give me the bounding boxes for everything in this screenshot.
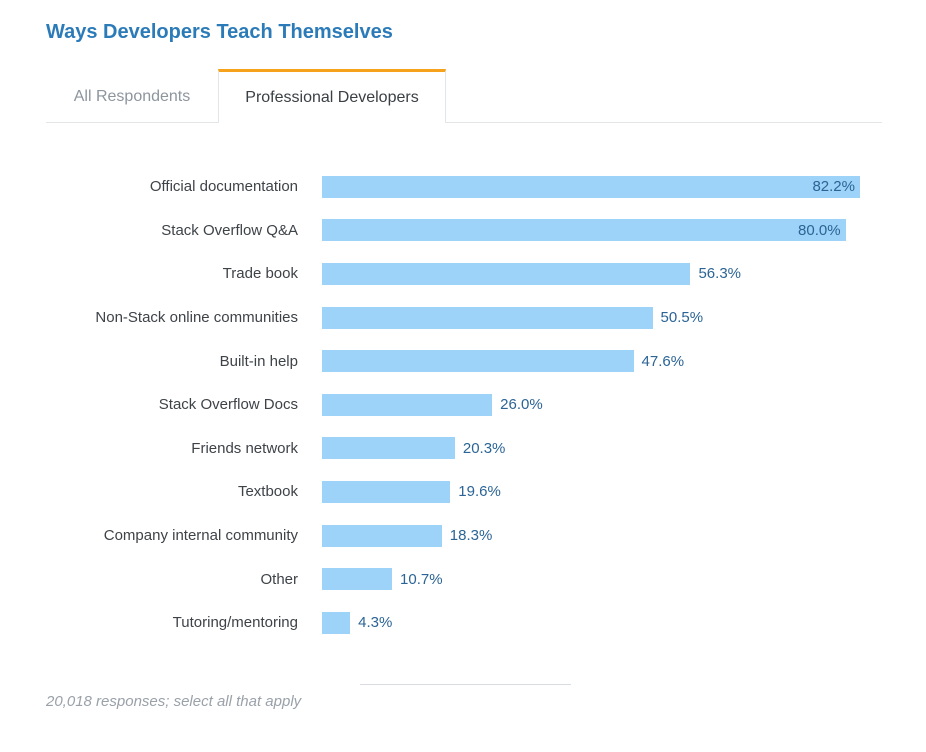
tab-all-respondents[interactable]: All Respondents xyxy=(73,88,191,105)
bar xyxy=(322,480,451,503)
bar-track: 18.3% xyxy=(322,524,860,547)
bar xyxy=(322,262,691,285)
bar xyxy=(322,393,493,416)
category-label: Stack Overflow Docs xyxy=(158,396,298,414)
value-label: 18.3% xyxy=(449,527,493,545)
bar xyxy=(322,524,442,547)
value-label: 4.3% xyxy=(358,614,393,632)
value-label: 10.7% xyxy=(400,570,443,588)
bar xyxy=(322,306,653,329)
category-label: Stack Overflow Q&A xyxy=(161,221,298,239)
bar-track: 4.3% xyxy=(322,611,860,634)
value-label: 47.6% xyxy=(641,352,685,370)
chart-row: Non-Stack online communities 50.5% xyxy=(46,296,884,340)
value-label: 56.3% xyxy=(698,265,742,283)
category-label: Textbook xyxy=(237,483,298,501)
bar-track: 50.5% xyxy=(322,306,860,329)
bar-track: 80.0% xyxy=(322,219,860,242)
bar: 80.0% xyxy=(322,219,846,242)
category-label: Trade book xyxy=(222,265,298,283)
chart-row: Trade book 56.3% xyxy=(46,252,884,296)
bar-track: 10.7% xyxy=(322,568,860,591)
bar-track: 19.6% xyxy=(322,480,860,503)
bar xyxy=(322,437,455,460)
chart-row: Friends network 20.3% xyxy=(46,427,884,471)
bar xyxy=(322,611,351,634)
value-label: 19.6% xyxy=(458,483,501,501)
value-label: 26.0% xyxy=(500,396,543,414)
tab-professional-developers[interactable]: Professional Developers xyxy=(218,69,446,123)
bar-track: 20.3% xyxy=(322,437,860,460)
chart-row: Official documentation 82.2% xyxy=(46,165,884,209)
bar-track: 56.3% xyxy=(322,262,860,285)
chart-row: Other 10.7% xyxy=(46,557,884,601)
page-title: Ways Developers Teach Themselves xyxy=(46,21,393,43)
category-label: Built-in help xyxy=(219,352,298,370)
bar-chart: Official documentation 82.2% Stack Overf… xyxy=(46,165,884,645)
chart-row: Company internal community 18.3% xyxy=(46,514,884,558)
category-label: Non-Stack online communities xyxy=(95,309,298,327)
value-label: 50.5% xyxy=(660,309,704,327)
category-label: Tutoring/mentoring xyxy=(172,614,298,632)
category-label: Company internal community xyxy=(103,527,298,545)
category-label: Other xyxy=(260,570,298,588)
bar-track: 82.2% xyxy=(322,175,860,198)
bar: 82.2% xyxy=(322,175,860,198)
value-label: 20.3% xyxy=(462,439,506,457)
category-label: Official documentation xyxy=(149,178,298,196)
bar-track: 26.0% xyxy=(322,393,860,416)
chart-row: Stack Overflow Q&A 80.0% xyxy=(46,209,884,253)
value-label: 82.2% xyxy=(812,178,855,196)
report-card: Ways Developers Teach Themselves All Res… xyxy=(0,21,926,710)
bar xyxy=(322,568,393,591)
chart-row: Stack Overflow Docs 26.0% xyxy=(46,383,884,427)
bar-track: 47.6% xyxy=(322,350,860,373)
category-label: Friends network xyxy=(191,439,298,457)
chart-row: Textbook 19.6% xyxy=(46,470,884,514)
footer-note: 20,018 responses; select all that apply xyxy=(46,692,302,710)
chart-row: Built-in help 47.6% xyxy=(46,339,884,383)
tab-bar: All Respondents Professional Developers xyxy=(46,69,882,123)
chart-row: Tutoring/mentoring 4.3% xyxy=(46,601,884,645)
footer-divider xyxy=(359,683,571,685)
value-label: 80.0% xyxy=(798,221,841,239)
bar xyxy=(322,350,634,373)
